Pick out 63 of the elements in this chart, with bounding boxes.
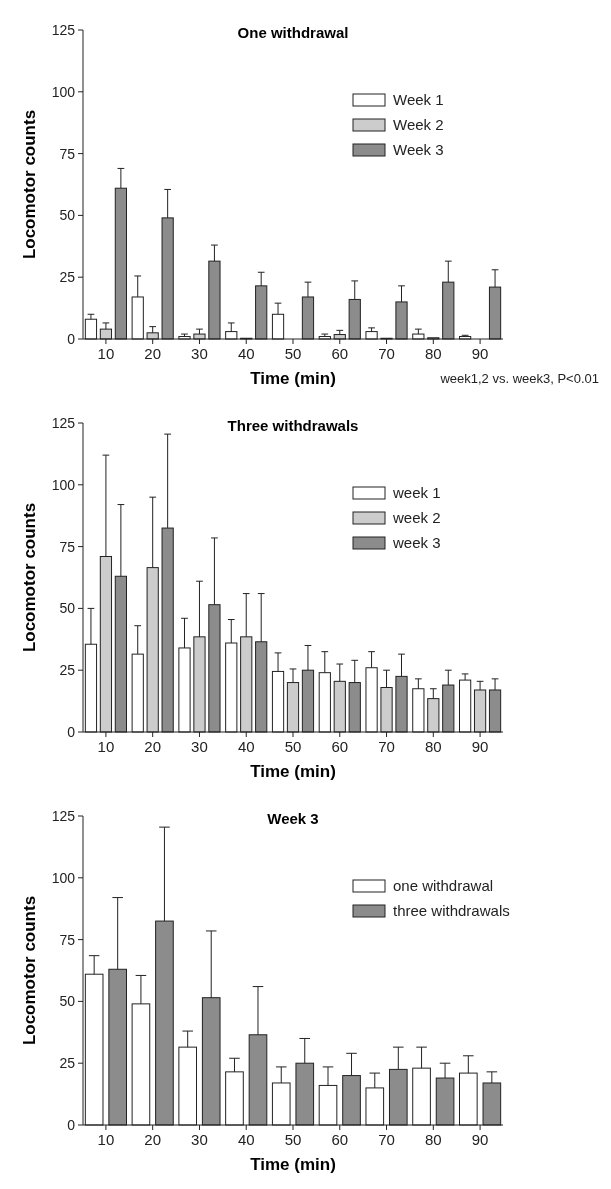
- legend-label: Week 3: [393, 141, 444, 159]
- y-tick-label: 100: [51, 83, 76, 100]
- x-tick-label: 40: [237, 345, 255, 362]
- x-axis-title: Time (min): [250, 762, 336, 781]
- x-tick-label: 90: [471, 345, 489, 362]
- y-tick-label: 125: [51, 21, 76, 38]
- y-tick-label: 50: [59, 207, 76, 224]
- x-axis-title: Time (min): [250, 369, 336, 388]
- y-tick-label: 0: [67, 723, 76, 740]
- x-tick-label: 30: [191, 345, 208, 362]
- x-tick-label: 20: [144, 1131, 162, 1148]
- chart-title: Three withdrawals: [227, 417, 359, 434]
- y-axis-title: Locomotor counts: [20, 895, 39, 1046]
- legend-label: Week 2: [393, 116, 444, 134]
- x-tick-label: 80: [424, 738, 442, 755]
- y-tick-label: 75: [59, 538, 76, 555]
- legend-label: week 2: [392, 509, 441, 527]
- y-tick-label: 125: [51, 807, 76, 824]
- y-tick-label: 100: [51, 476, 76, 493]
- x-tick-label: 40: [237, 1131, 255, 1148]
- x-tick-label: 10: [97, 345, 115, 362]
- legend-label: Week 1: [393, 91, 444, 109]
- y-tick-label: 75: [59, 931, 76, 948]
- y-tick-label: 75: [59, 145, 76, 162]
- x-tick-label: 90: [471, 738, 489, 755]
- legend-label: three withdrawals: [393, 902, 510, 920]
- x-tick-label: 60: [331, 1131, 349, 1148]
- x-tick-label: 30: [191, 1131, 208, 1148]
- y-tick-label: 25: [59, 662, 76, 679]
- legend-label: week 3: [392, 534, 441, 552]
- chart-title: One withdrawal: [237, 24, 349, 41]
- x-tick-label: 50: [284, 738, 302, 755]
- x-tick-label: 50: [284, 345, 302, 362]
- y-tick-label: 25: [59, 269, 76, 286]
- y-tick-label: 0: [67, 330, 76, 347]
- x-tick-label: 30: [191, 738, 208, 755]
- y-tick-label: 50: [59, 600, 76, 617]
- text: week1,2 vs. week3, P<0.01: [439, 371, 599, 386]
- x-tick-label: 40: [237, 738, 255, 755]
- legend-label: one withdrawal: [393, 877, 494, 895]
- x-tick-label: 60: [331, 345, 349, 362]
- y-tick-label: 100: [51, 869, 76, 886]
- x-tick-label: 50: [284, 1131, 302, 1148]
- x-tick-label: 10: [97, 1131, 115, 1148]
- y-tick-label: 125: [51, 414, 76, 431]
- chart-title: Week 3: [267, 810, 319, 827]
- x-tick-label: 70: [378, 1131, 395, 1148]
- x-tick-label: 20: [144, 738, 162, 755]
- x-tick-label: 90: [471, 1131, 489, 1148]
- y-axis-title: Locomotor counts: [20, 109, 39, 260]
- x-tick-label: 70: [378, 345, 395, 362]
- x-tick-label: 20: [144, 345, 162, 362]
- legend-label: week 1: [392, 484, 441, 502]
- y-tick-label: 25: [59, 1055, 76, 1072]
- x-tick-label: 70: [378, 738, 395, 755]
- x-axis-title: Time (min): [250, 1155, 336, 1174]
- y-tick-label: 0: [67, 1116, 76, 1133]
- x-tick-label: 80: [424, 1131, 442, 1148]
- y-axis-title: Locomotor counts: [20, 502, 39, 653]
- x-tick-label: 80: [424, 345, 442, 362]
- x-tick-label: 60: [331, 738, 349, 755]
- x-tick-label: 10: [97, 738, 115, 755]
- y-tick-label: 50: [59, 993, 76, 1010]
